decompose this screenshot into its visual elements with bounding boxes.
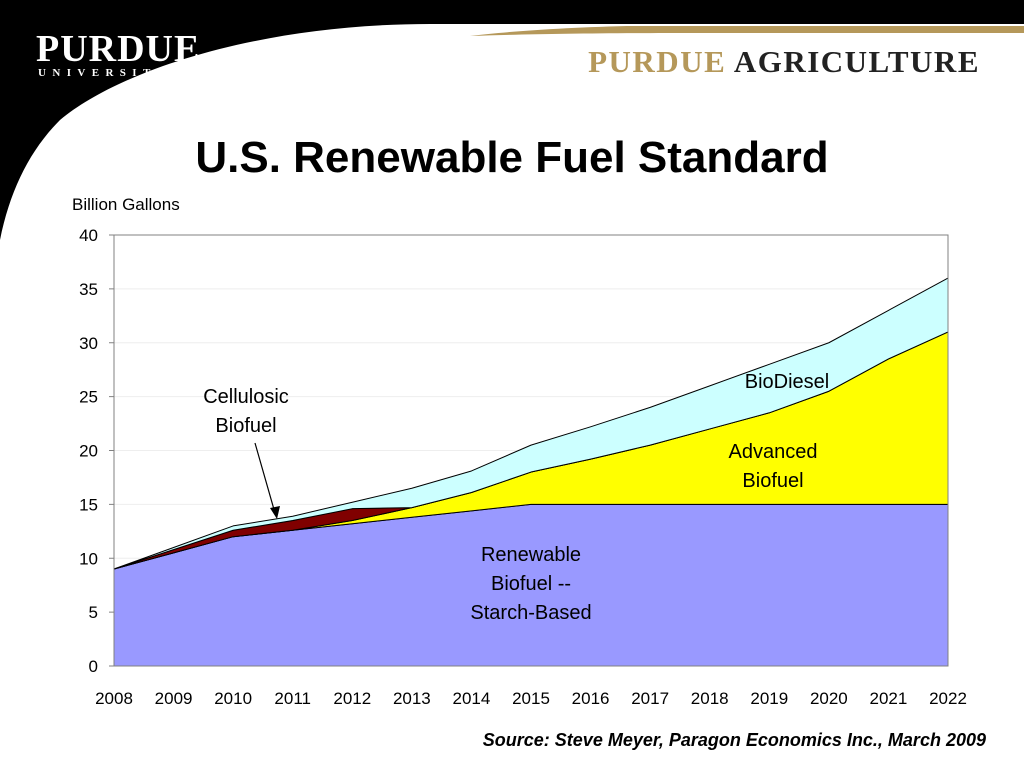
annotation-label: Advanced Biofuel (729, 441, 818, 492)
x-tick-label: 2021 (870, 689, 908, 708)
annotation-line: Renewable (481, 544, 581, 566)
purdue-logo-subtitle: UNIVERSITY (38, 67, 172, 79)
y-tick-label: 0 (89, 657, 98, 676)
annotation-label: Renewable Biofuel -- Starch-Based (470, 544, 591, 624)
annotation-line: Biofuel (742, 470, 803, 492)
x-tick-label: 2009 (155, 689, 193, 708)
header-background (0, 0, 1024, 240)
slide-title: U.S. Renewable Fuel Standard (195, 133, 829, 182)
annotation-label: BioDiesel (745, 371, 829, 393)
x-tick-label: 2010 (214, 689, 252, 708)
purdue-agriculture-brand: PURDUE AGRICULTURE (588, 44, 980, 80)
y-tick-label: 15 (79, 495, 98, 514)
x-tick-label: 2018 (691, 689, 729, 708)
annotation-label: Cellulosic Biofuel (203, 386, 289, 437)
annotation-line: BioDiesel (745, 371, 829, 393)
x-tick-label: 2014 (453, 689, 491, 708)
header-gold-stripe (470, 25, 1024, 36)
y-tick-label: 10 (79, 549, 98, 568)
y-tick-label: 35 (79, 280, 98, 299)
x-tick-label: 2015 (512, 689, 550, 708)
x-tick-label: 2011 (274, 689, 311, 708)
cellulosic-arrow-line (254, 442, 276, 514)
x-tick-label: 2017 (631, 689, 669, 708)
x-tick-label: 2012 (333, 689, 371, 708)
brand-part-purdue: PURDUE (588, 44, 727, 79)
y-tick-label: 40 (79, 226, 98, 245)
x-tick-label: 2019 (750, 689, 788, 708)
x-tick-label: 2020 (810, 689, 848, 708)
annotation-line: Cellulosic (203, 386, 289, 408)
annotation-line: Advanced (729, 441, 818, 463)
y-tick-label: 5 (89, 603, 98, 622)
x-tick-label: 2008 (95, 689, 133, 708)
source-note: Source: Steve Meyer, Paragon Economics I… (482, 730, 986, 750)
y-tick-label: 30 (79, 334, 98, 353)
y-tick-label: 20 (79, 442, 98, 461)
y-axis-label: Billion Gallons (72, 195, 180, 214)
x-tick-label: 2013 (393, 689, 431, 708)
x-tick-label: 2016 (572, 689, 610, 708)
annotation-line: Biofuel (215, 415, 276, 437)
brand-part-agriculture: AGRICULTURE (733, 44, 980, 79)
x-tick-label: 2022 (929, 689, 967, 708)
y-tick-label: 25 (79, 388, 98, 407)
purdue-logo: PURDUE (36, 28, 201, 70)
annotation-line: Starch-Based (470, 602, 591, 624)
header-white-stripe (430, 24, 1024, 26)
cellulosic-arrow-head (270, 506, 280, 519)
annotation-line: Biofuel -- (491, 573, 571, 595)
